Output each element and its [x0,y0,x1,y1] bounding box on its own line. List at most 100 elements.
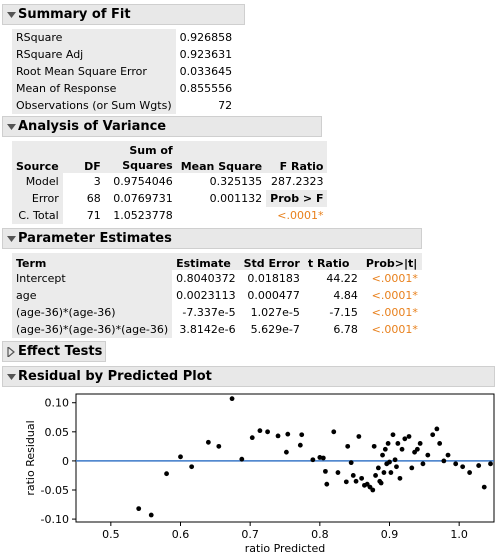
parameter-estimates-header[interactable]: Parameter Estimates [2,228,422,249]
std-error-cell: 5.629e-7 [250,323,300,336]
triangle-down-icon[interactable] [5,235,17,243]
triangle-down-icon[interactable] [5,123,17,131]
data-point[interactable] [488,461,493,467]
data-point[interactable] [178,454,183,460]
data-point[interactable] [353,478,359,484]
data-point[interactable] [420,461,426,467]
data-point[interactable] [359,475,365,481]
table-header-row: Term Estimate Std Error t Ratio Prob>|t| [12,253,422,270]
data-point[interactable] [445,452,451,458]
data-point[interactable] [467,470,473,475]
residual-scatter-plot[interactable]: 0.5 0.6 0.7 0.8 0.9 1.0 -0.10 -0.05 0 0.05 0.10 ra… [0,389,495,559]
data-point[interactable] [434,426,440,432]
data-point[interactable] [395,441,401,446]
ms-cell: 0.001132 [209,192,263,205]
data-point[interactable] [275,433,281,439]
data-point[interactable] [382,446,388,452]
data-point[interactable] [249,435,255,441]
data-point[interactable] [216,443,222,449]
data-point[interactable] [380,452,385,458]
residual-plot-title: Residual by Predicted Plot [18,369,212,384]
data-point[interactable] [385,441,391,446]
data-point[interactable] [460,464,466,470]
data-point[interactable] [397,475,403,481]
data-point[interactable] [481,484,487,490]
anova-header[interactable]: Analysis of Variance [2,116,322,137]
data-point[interactable] [378,480,384,486]
data-point[interactable] [399,446,405,452]
data-point[interactable] [425,452,431,458]
data-point[interactable] [331,429,337,435]
data-point[interactable] [350,473,356,478]
data-point[interactable] [430,432,436,438]
effect-tests-header[interactable]: Effect Tests [2,341,106,362]
data-point[interactable] [320,455,326,461]
y-axis-label: ratio Residual [24,420,37,495]
data-point[interactable] [297,442,303,448]
data-point[interactable] [205,439,211,445]
data-point[interactable] [387,459,392,465]
data-point[interactable] [265,429,270,435]
data-point[interactable] [335,470,341,475]
data-point[interactable] [310,457,316,463]
x-tick-label: 0.7 [241,528,259,541]
data-point[interactable] [437,441,443,446]
col-mean-square: Mean Square [176,141,267,173]
table-row: RSquare Adj 0.923631 [12,46,236,63]
data-point[interactable] [324,481,330,487]
data-point[interactable] [476,463,482,468]
estimate-cell: 0.0023113 [176,289,236,302]
data-point[interactable] [257,428,263,434]
data-point[interactable] [402,436,408,442]
data-point[interactable] [409,465,415,471]
col-prob-t: Prob>|t| [361,253,422,270]
table-row: (age-36)*(age-36)*(age-36) 3.8142e-6 5.6… [12,321,422,338]
data-point[interactable] [381,470,387,475]
prob-f-label: Prob > F [266,190,328,207]
data-point[interactable] [370,487,376,493]
col-std-error: Std Error [239,253,304,270]
data-point[interactable] [229,396,235,402]
data-point[interactable] [148,512,154,518]
fit-value: 0.926858 [179,31,233,44]
f-ratio-cell: 287.2323 [270,175,324,188]
source-cell: C. Total [12,207,63,224]
data-point[interactable] [356,434,362,439]
triangle-down-icon[interactable] [5,11,17,19]
data-point[interactable] [417,441,423,446]
data-point[interactable] [164,471,169,477]
anova-table: Source DF Sum of Squares Mean Square F Ra… [12,141,328,224]
prob-f-value: <.0001* [277,209,324,222]
prob-cell: <.0001* [371,272,418,285]
data-point[interactable] [345,443,351,449]
data-point[interactable] [388,470,394,475]
triangle-down-icon[interactable] [5,373,17,381]
data-point[interactable] [394,464,399,470]
data-point[interactable] [371,443,377,449]
term-cell: Intercept [12,270,173,287]
data-point[interactable] [189,464,195,470]
data-point[interactable] [348,460,354,466]
summary-of-fit-header[interactable]: Summary of Fit [2,4,245,25]
data-point[interactable] [441,458,447,464]
residual-plot-header[interactable]: Residual by Predicted Plot [2,366,495,387]
data-point[interactable] [239,456,245,462]
data-point[interactable] [283,449,289,455]
estimate-cell: 3.8142e-6 [179,323,236,336]
data-point[interactable] [406,434,412,439]
data-point[interactable] [414,446,420,452]
data-point[interactable] [323,468,328,474]
data-point[interactable] [343,479,349,485]
x-tick-label: 0.5 [102,528,120,541]
data-point[interactable] [375,465,381,471]
ss-cell: 1.0523778 [113,209,173,222]
data-point[interactable] [299,432,305,438]
data-point[interactable] [285,431,291,437]
data-point[interactable] [392,457,398,463]
x-tick-label: 0.6 [172,528,190,541]
data-point[interactable] [373,473,378,478]
data-point[interactable] [136,506,142,512]
data-point[interactable] [390,432,396,438]
data-point[interactable] [453,461,459,467]
triangle-right-icon[interactable] [5,346,17,357]
